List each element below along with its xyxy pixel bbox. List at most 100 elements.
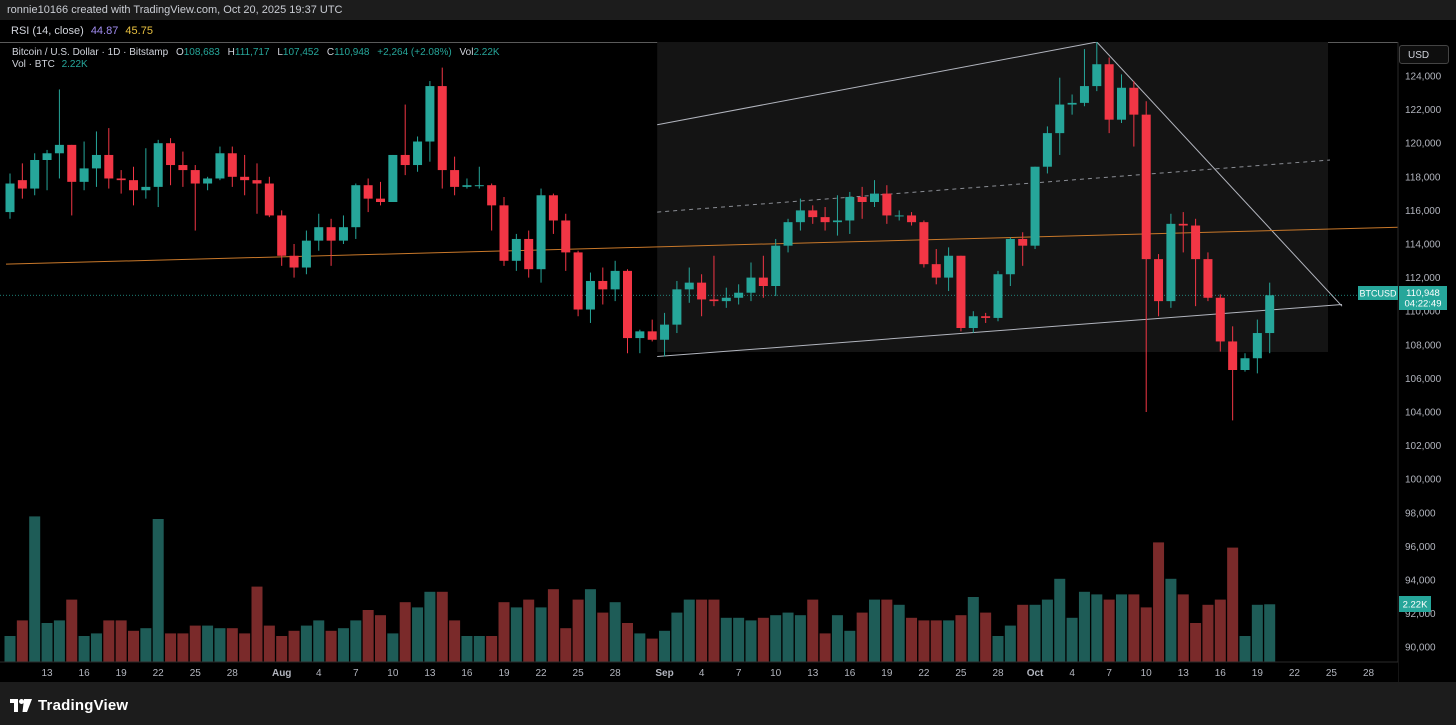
candle — [289, 244, 299, 278]
candle — [1191, 218, 1201, 307]
volume-bar — [214, 628, 226, 662]
candle — [79, 141, 89, 191]
candle — [746, 262, 756, 302]
volume-bar — [276, 636, 288, 662]
horizontal-trend-line[interactable] — [5, 226, 1399, 265]
candle — [363, 178, 373, 213]
tradingview-brand: TradingView — [38, 697, 129, 714]
candle-body — [450, 170, 460, 187]
volume-label[interactable]: Vol · BTC — [12, 59, 55, 70]
ticker-badge-label: BTCUSD — [1359, 289, 1397, 299]
volume-bar — [955, 615, 967, 662]
candle-body — [981, 316, 991, 318]
price-tick-label: 122,000 — [1405, 105, 1442, 116]
candle — [314, 213, 324, 251]
time-tick-label: 13 — [41, 668, 53, 679]
candle — [141, 148, 151, 199]
volume-bar — [1227, 547, 1239, 662]
candle — [697, 274, 707, 317]
time-tick-label: 10 — [387, 668, 399, 679]
price-tick-label: 124,000 — [1405, 72, 1442, 83]
candle-body — [54, 144, 64, 154]
rsi-value-2: 45.75 — [125, 25, 153, 37]
candle-body — [610, 270, 620, 290]
volume-bar — [140, 628, 152, 662]
candle-body — [474, 185, 484, 187]
volume-bar — [399, 602, 411, 662]
volume-bar — [634, 633, 646, 662]
candle — [1042, 126, 1052, 174]
tradingview-logo[interactable]: TradingView — [10, 697, 128, 714]
candle — [30, 153, 40, 196]
time-tick-label: 19 — [881, 668, 893, 679]
candle — [1030, 166, 1040, 250]
candle — [870, 180, 879, 208]
volume-legend-row: Vol · BTC 2.22K — [12, 59, 500, 71]
volume-bar — [1251, 604, 1263, 662]
candle — [1055, 77, 1065, 155]
volume-bar — [683, 599, 695, 662]
price-tick-label: 94,000 — [1405, 576, 1436, 587]
price-badges: BTCUSD 110,948 04:22:49 2.22K — [1358, 286, 1447, 612]
candle — [166, 138, 176, 186]
candle — [1154, 254, 1164, 317]
candle — [647, 319, 657, 342]
price-chart[interactable]: 90,00092,00094,00096,00098,000100,000102… — [0, 42, 1456, 682]
candle — [808, 205, 818, 224]
symbol-legend[interactable]: Bitcoin / U.S. Dollar · 1D · Bitstamp O1… — [12, 47, 500, 71]
volume-bar — [967, 597, 979, 662]
candle-body — [771, 245, 781, 286]
volume-bar — [597, 612, 609, 662]
volume-bar — [757, 617, 769, 662]
volume-bar — [510, 607, 522, 662]
volume-bar — [486, 636, 498, 662]
candle-body — [1067, 102, 1077, 105]
candle — [301, 230, 311, 275]
volume-bar — [78, 636, 90, 662]
volume-bar — [1017, 604, 1029, 662]
candle-body — [672, 289, 682, 325]
currency-button[interactable]: USD — [1399, 45, 1449, 64]
symbol-name[interactable]: Bitcoin / U.S. Dollar · 1D · Bitstamp — [12, 47, 169, 58]
candle — [1005, 237, 1015, 286]
time-tick-label: 22 — [535, 668, 547, 679]
price-tick-label: 114,000 — [1405, 240, 1441, 251]
candle-body — [1166, 223, 1176, 302]
candle — [894, 210, 904, 221]
time-tick-label: 25 — [190, 668, 202, 679]
volume-bar — [226, 628, 238, 662]
candle — [820, 207, 830, 231]
candle-body — [129, 180, 138, 191]
channel-lower-line — [657, 303, 1343, 358]
candle — [400, 104, 410, 176]
candle — [573, 250, 583, 317]
candle — [450, 156, 460, 196]
close-key: C — [326, 47, 335, 58]
volume-bar — [1140, 607, 1152, 662]
candle — [771, 238, 781, 297]
candle — [203, 176, 213, 191]
candle — [857, 186, 867, 219]
rsi-pane-header: RSI (14, close) 44.87 45.75 — [0, 20, 1456, 43]
candle — [240, 154, 250, 196]
candle-body — [79, 168, 89, 182]
volume-bars — [4, 516, 1276, 662]
volume-bar — [881, 599, 893, 662]
price-axis[interactable]: 90,000 92,000 94,000 96,000 98,000 100,000 102… — [1397, 42, 1456, 682]
price-tick-label: 112,000 — [1405, 273, 1441, 284]
time-axis[interactable]: 13 16 19 22 25 28 Aug 4 7 10 13 16 19 22 25 28 Sep 4 7 10 13… — [0, 661, 1398, 682]
channel-drawings[interactable] — [657, 42, 1343, 358]
candle — [956, 255, 966, 332]
candle — [1117, 74, 1126, 124]
candle-body — [240, 176, 250, 181]
candle — [721, 287, 731, 308]
rsi-label[interactable]: RSI (14, close) — [11, 25, 84, 37]
candle-body — [1154, 259, 1164, 302]
price-tick-label: 98,000 — [1405, 508, 1436, 519]
candle — [845, 191, 855, 234]
volume-bar — [90, 633, 102, 662]
volume-bar — [1004, 625, 1016, 662]
candle-body — [1252, 333, 1262, 359]
candle — [1215, 294, 1225, 352]
candle — [968, 311, 978, 334]
